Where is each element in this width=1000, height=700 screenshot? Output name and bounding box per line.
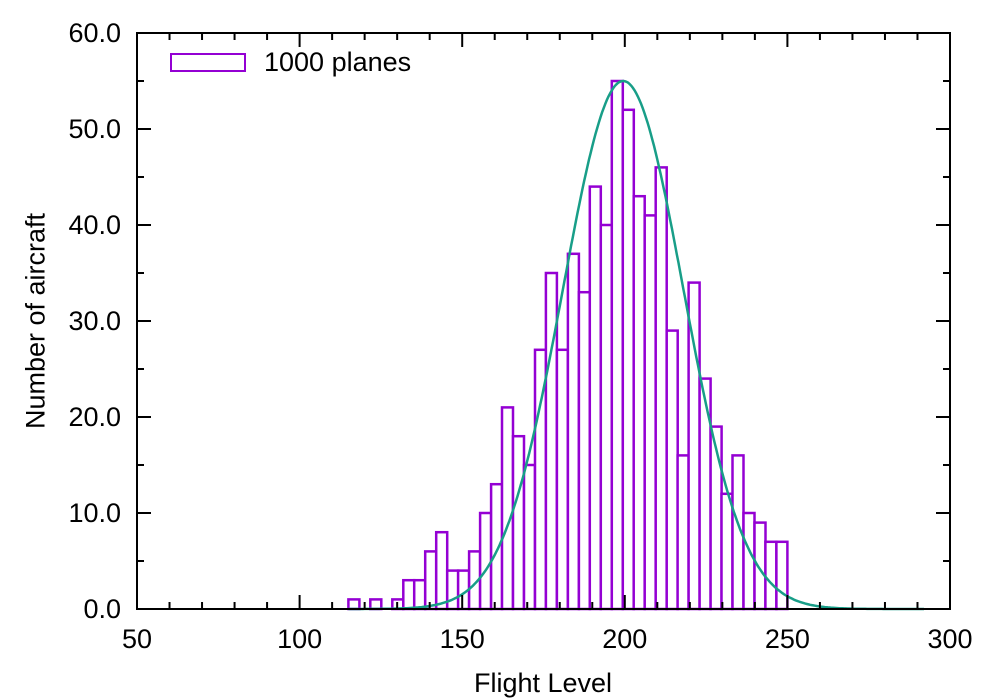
x-tick-label: 100 [277, 624, 322, 654]
x-tick-label: 150 [440, 624, 485, 654]
histogram-bar [412, 578, 427, 611]
histogram-bar [621, 108, 636, 611]
y-axis-title: Number of aircraft [20, 212, 51, 430]
histogram-bar [369, 598, 383, 611]
x-tick-label: 300 [927, 624, 972, 654]
histogram-bar [577, 290, 592, 611]
histogram-bar [588, 185, 603, 611]
histogram-bar [566, 252, 581, 611]
histogram-bar [434, 530, 449, 611]
legend-label: 1000 planes [264, 47, 412, 77]
y-tick-label: 50.0 [68, 114, 121, 144]
histogram-bar [511, 434, 526, 611]
y-tick-label: 40.0 [68, 210, 121, 240]
x-axis-title: Flight Level [473, 668, 613, 698]
histogram-bar [676, 454, 690, 611]
histogram-bar [632, 194, 646, 611]
histogram-bar [555, 348, 570, 611]
y-tick-label: 20.0 [68, 402, 121, 432]
histogram-bar [775, 540, 789, 611]
histogram-bar [654, 166, 668, 611]
y-tick-label: 30.0 [68, 306, 121, 336]
histogram-bar [599, 223, 614, 611]
histogram-bar [489, 482, 504, 611]
fit-curve [348, 79, 924, 611]
y-tick-label: 60.0 [68, 18, 121, 48]
histogram-bar [500, 406, 515, 611]
histogram-bar [753, 521, 767, 611]
histogram-bar [610, 79, 625, 611]
x-tick-label: 250 [765, 624, 810, 654]
histogram-bar [402, 578, 416, 611]
y-tick-label: 10.0 [68, 498, 121, 528]
legend-swatch-histogram [170, 52, 246, 72]
histogram-bar [522, 463, 537, 611]
histogram-bar [643, 214, 657, 611]
legend: 1000 planes [170, 47, 412, 77]
histogram-bar [347, 598, 361, 611]
histogram-bar [423, 550, 438, 611]
x-tick-label: 200 [602, 624, 647, 654]
y-tick-label: 0.0 [83, 594, 121, 624]
histogram-bar [665, 329, 679, 611]
histogram-bar [478, 511, 493, 611]
x-tick-label: 50 [122, 624, 152, 654]
histogram-bar [720, 492, 734, 611]
histogram-bar [764, 540, 778, 611]
histogram-bar [445, 569, 460, 611]
histogram-bar [742, 511, 756, 611]
